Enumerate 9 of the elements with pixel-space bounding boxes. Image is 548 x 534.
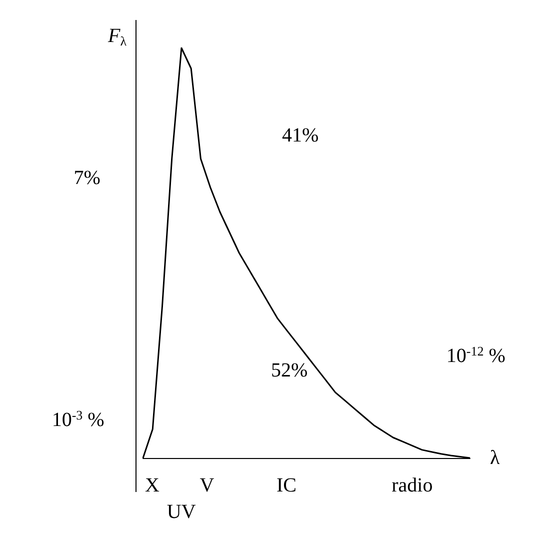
annotation: 52% [271,359,308,382]
text: UV [166,500,196,523]
text: radio [392,474,433,496]
x-axis-title: λ [490,447,500,469]
text: 7% [74,167,100,190]
text: V [200,474,215,496]
text: X [145,474,160,496]
text: IC [276,474,297,496]
annotation: 41% [282,124,319,146]
